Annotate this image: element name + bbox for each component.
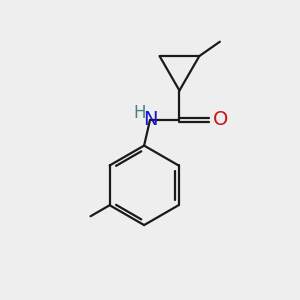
Text: H: H: [134, 103, 146, 122]
Text: N: N: [143, 110, 157, 130]
Text: O: O: [213, 110, 229, 130]
